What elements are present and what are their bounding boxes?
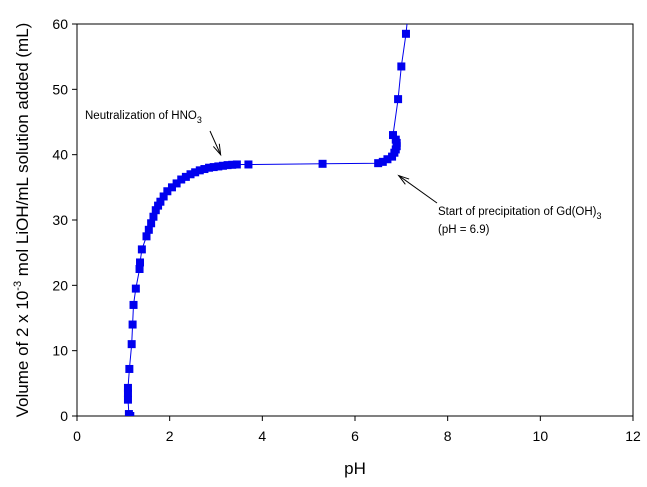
data-point <box>128 320 137 329</box>
axis-labels: 0 2 4 6 8 10 12 0 10 20 30 40 50 60 pH Volume of 2 x 10… <box>12 16 641 478</box>
data-point <box>125 364 134 373</box>
annotation-neutralization-text: Neutralization of HNO <box>85 110 197 122</box>
data-point <box>163 187 172 196</box>
annotation-arrow-neutralization-head <box>212 143 222 157</box>
data-point <box>232 160 241 169</box>
data-point <box>228 160 237 169</box>
data-point <box>129 300 138 309</box>
annotation-precipitation-ph: (pH = 6.9) <box>438 224 490 236</box>
data-point <box>374 159 383 168</box>
y-tick-label: 0 <box>60 408 68 424</box>
annotation-neutralization: Neutralization of HNO3 <box>85 110 202 125</box>
data-point <box>144 225 153 234</box>
data-point <box>388 131 397 140</box>
x-tick-label: 12 <box>625 428 641 444</box>
y-tick-label: 30 <box>52 212 68 228</box>
data-point <box>149 212 158 221</box>
data-point <box>191 168 200 177</box>
data-point <box>167 183 176 192</box>
data-point <box>401 29 410 38</box>
data-point <box>123 383 132 392</box>
data-point <box>142 232 151 241</box>
data-point <box>136 258 145 267</box>
y-axis-title-superscript: -3 <box>12 281 24 291</box>
data-point <box>177 175 186 184</box>
y-axis-title-prefix: Volume of 2 x 10 <box>13 291 32 418</box>
data-point <box>123 395 132 404</box>
annotation-arrow-precipitation-head <box>397 174 410 185</box>
annotation-precipitation-text: Start of precipitation of Gd(OH) <box>438 206 597 218</box>
data-point <box>123 389 132 398</box>
x-tick-label: 10 <box>533 428 549 444</box>
annotation-precipitation-subscript: 3 <box>597 211 602 221</box>
x-tick-label: 4 <box>258 428 266 444</box>
data-point <box>397 62 406 71</box>
x-tick-label: 0 <box>73 428 81 444</box>
data-point <box>186 170 195 179</box>
data-point <box>200 165 209 174</box>
data-point <box>318 159 327 168</box>
y-axis-title: Volume of 2 x 10-3 mol LiOH/mL solution … <box>12 23 32 418</box>
data-point <box>223 161 232 170</box>
data-point <box>159 192 168 201</box>
y-axis-title-suffix: mol LiOH/mL solution added (mL) <box>13 23 32 281</box>
y-tick-label: 20 <box>52 277 68 293</box>
data-point <box>378 157 387 166</box>
data-point <box>394 95 403 104</box>
x-axis-title: pH <box>344 459 366 478</box>
data-point <box>214 162 223 171</box>
y-tick-label: 40 <box>52 147 68 163</box>
annotation-neutralization-subscript: 3 <box>197 115 202 125</box>
axes <box>72 23 634 421</box>
data-point <box>391 135 400 144</box>
annotation-precipitation: Start of precipitation of Gd(OH)3 <box>438 206 602 221</box>
data-point <box>244 160 253 169</box>
data-point <box>156 197 165 206</box>
x-tick-label: 2 <box>166 428 174 444</box>
data-point <box>181 172 190 181</box>
data-point <box>135 265 144 273</box>
y-tick-label: 50 <box>52 81 68 97</box>
data-point <box>218 161 227 170</box>
data-point <box>205 163 214 172</box>
x-tick-label: 8 <box>444 428 452 444</box>
data-point <box>195 166 204 175</box>
data-point <box>209 163 218 172</box>
data-point <box>151 206 160 215</box>
x-tick-label: 6 <box>351 428 359 444</box>
data-point <box>172 179 181 188</box>
data-point <box>124 410 133 416</box>
y-tick-label: 60 <box>52 16 68 32</box>
data-point <box>131 284 140 293</box>
annotation-arrow-precipitation <box>398 175 438 204</box>
data-point <box>383 155 392 164</box>
annotation-arrow-neutralization <box>209 130 222 155</box>
data-point <box>147 219 156 228</box>
data-series <box>123 24 410 416</box>
data-point <box>127 340 136 349</box>
data-point <box>137 245 146 254</box>
y-tick-label: 10 <box>52 343 68 359</box>
